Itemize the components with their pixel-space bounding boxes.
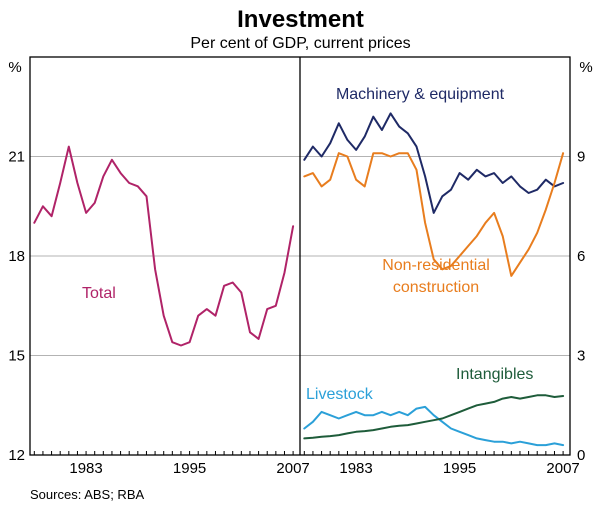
- series-label-non-residential-construction: Non-residential construction: [382, 257, 490, 296]
- y-tick-label: 15: [8, 348, 25, 365]
- series-label-livestock: Livestock: [306, 386, 373, 403]
- y-tick-label: 6: [577, 248, 585, 265]
- y-tick-label: 0: [577, 447, 585, 464]
- series-line-livestock: [303, 405, 565, 447]
- series-label-total: Total: [82, 285, 116, 302]
- chart-subtitle: Per cent of GDP, current prices: [190, 35, 411, 52]
- y-axis-unit-right: %: [579, 59, 593, 76]
- y-tick-label: 3: [577, 348, 585, 365]
- x-tick-label: 1983: [69, 460, 102, 477]
- series-label-machinery-equipment: Machinery & equipment: [335, 86, 505, 103]
- y-tick-label: 21: [8, 149, 25, 166]
- series-line-total: [33, 145, 295, 347]
- x-tick-label: 1995: [173, 460, 206, 477]
- chart-title: Investment: [237, 6, 364, 33]
- y-axis-unit-left: %: [8, 59, 22, 76]
- sources-note: Sources: ABS; RBA: [30, 487, 145, 502]
- y-tick-label: 9: [577, 149, 585, 166]
- x-tick-label: 2007: [276, 460, 309, 477]
- series-line-intangibles: [303, 394, 565, 440]
- series-line-non-residential-construction: [303, 152, 565, 277]
- x-tick-label: 1995: [443, 460, 476, 477]
- x-tick-label: 2007: [546, 460, 579, 477]
- series-label-intangibles: Intangibles: [456, 366, 534, 383]
- x-tick-label: 1983: [339, 460, 372, 477]
- y-tick-label: 12: [8, 447, 25, 464]
- series-line-machinery-equipment: [303, 112, 565, 214]
- y-tick-label: 18: [8, 248, 25, 265]
